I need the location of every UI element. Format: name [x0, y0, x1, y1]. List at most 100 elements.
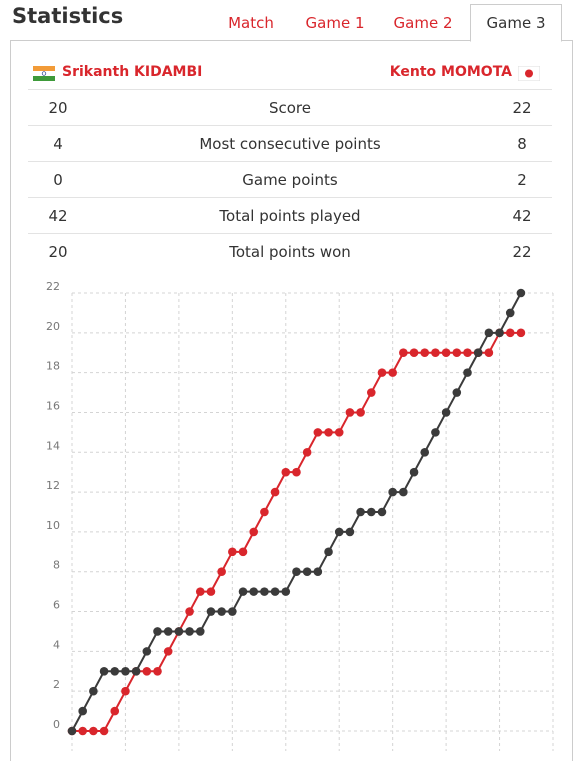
- point: [505, 308, 515, 318]
- y-tick-label: 20: [46, 320, 60, 333]
- stats-panel: [10, 40, 573, 761]
- left-value: 20: [48, 99, 68, 117]
- point: [185, 607, 194, 616]
- left-value: 20: [48, 243, 68, 261]
- right-value: 2: [517, 171, 527, 189]
- point: [249, 587, 259, 596]
- y-tick-label: 14: [46, 439, 60, 452]
- point: [163, 627, 173, 636]
- point: [516, 288, 526, 298]
- point: [238, 587, 248, 596]
- point: [142, 666, 152, 676]
- point: [228, 607, 237, 616]
- point: [484, 328, 494, 338]
- left-value: 4: [53, 135, 63, 153]
- stat-row: 0 Game points 2: [28, 161, 552, 198]
- point: [388, 487, 397, 497]
- point: [313, 428, 323, 437]
- point: [121, 686, 130, 696]
- point: [131, 666, 141, 676]
- right-value: 22: [512, 99, 532, 117]
- point: [78, 706, 87, 716]
- point: [356, 408, 365, 417]
- y-tick-label: 4: [53, 638, 60, 651]
- point: [110, 666, 120, 676]
- point: [195, 587, 205, 596]
- point: [409, 348, 419, 358]
- series-line: [71, 292, 522, 732]
- point: [153, 627, 162, 636]
- y-tick-label: 12: [46, 479, 60, 492]
- point: [334, 428, 344, 437]
- point: [345, 527, 355, 537]
- point: [206, 607, 216, 616]
- stat-row: 20 Total points won 22: [28, 233, 552, 270]
- point: [260, 587, 269, 596]
- point: [174, 627, 184, 636]
- point: [195, 627, 205, 636]
- point: [431, 348, 440, 358]
- stat-row: 42 Total points played 42: [28, 197, 552, 234]
- point: [206, 587, 216, 596]
- point: [388, 368, 397, 377]
- point: [441, 348, 451, 358]
- point: [163, 647, 173, 656]
- point: [121, 666, 130, 676]
- point: [324, 428, 333, 437]
- tab[interactable]: Match: [228, 14, 274, 32]
- stat-label: Total points played: [219, 207, 361, 225]
- tab[interactable]: Game 3: [470, 4, 562, 42]
- point: [292, 467, 301, 477]
- chart: 0 2 4 6 8 10 12 14 16 18 20 22: [46, 280, 554, 751]
- y-tick-label: 0: [53, 718, 60, 731]
- point: [78, 726, 87, 736]
- point: [345, 408, 355, 417]
- point: [185, 627, 194, 636]
- y-tick-label: 22: [46, 280, 60, 293]
- y-tick-label: 2: [53, 678, 60, 691]
- flag-india: [33, 66, 55, 81]
- point: [516, 328, 526, 338]
- tab[interactable]: Game 2: [393, 14, 453, 32]
- point: [281, 467, 291, 477]
- point: [463, 348, 472, 358]
- point: [356, 507, 365, 517]
- point: [281, 587, 291, 596]
- stat-row: 4 Most consecutive points 8: [28, 125, 552, 162]
- point: [399, 487, 408, 497]
- page-title: Statistics: [12, 4, 124, 28]
- point: [302, 447, 312, 457]
- stat-label: Total points won: [229, 243, 351, 261]
- tab[interactable]: Game 1: [305, 14, 365, 32]
- right-value: 42: [512, 207, 532, 225]
- point: [260, 507, 269, 517]
- point: [409, 467, 419, 477]
- stat-label: Score: [268, 99, 311, 117]
- point: [238, 547, 248, 557]
- player-right: Kento MOMOTA: [389, 64, 512, 80]
- y-tick-label: 10: [46, 519, 60, 532]
- point: [473, 348, 483, 358]
- point: [334, 527, 344, 537]
- y-tick-label: 6: [53, 599, 60, 612]
- point: [89, 686, 98, 696]
- y-tick-label: 8: [53, 559, 60, 572]
- left-value: 42: [48, 207, 68, 225]
- point: [302, 567, 312, 577]
- point: [366, 507, 376, 517]
- point: [377, 368, 387, 377]
- point: [399, 348, 408, 358]
- stat-label: Game points: [242, 171, 338, 189]
- point: [292, 567, 301, 577]
- point: [270, 587, 280, 596]
- point: [452, 348, 462, 358]
- point: [313, 567, 323, 577]
- point: [217, 607, 226, 616]
- right-value: 8: [517, 135, 527, 153]
- player-left: Srikanth KIDAMBI: [62, 64, 203, 80]
- y-tick-label: 18: [46, 360, 60, 373]
- y-tick-label: 16: [46, 399, 60, 412]
- point: [505, 328, 515, 338]
- flag-japan: [518, 66, 540, 81]
- point: [110, 706, 120, 716]
